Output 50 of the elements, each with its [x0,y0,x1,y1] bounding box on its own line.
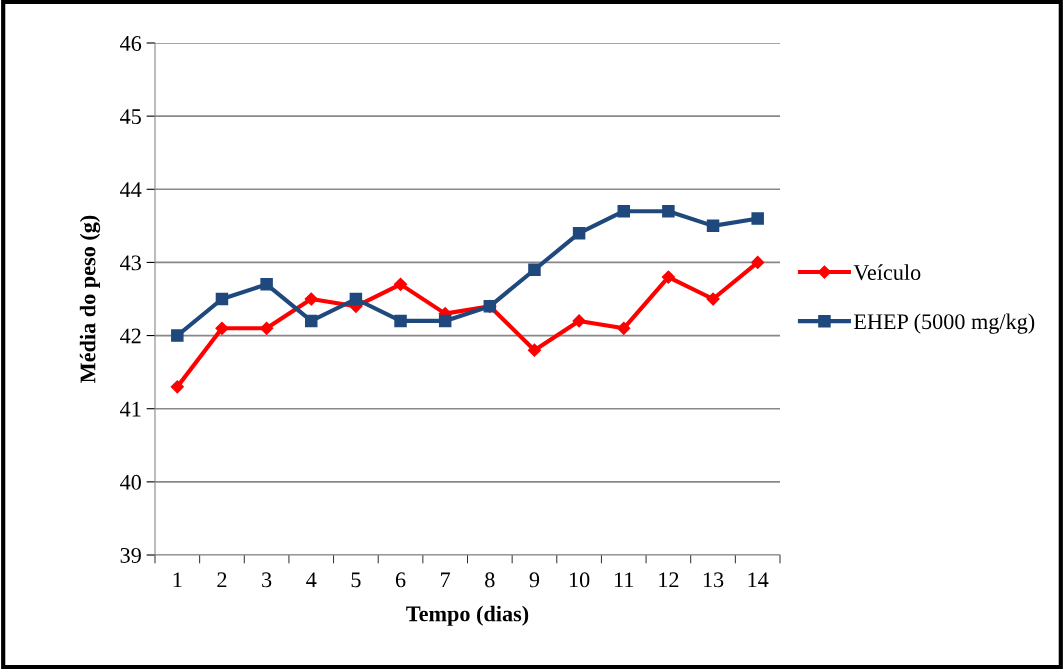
point [706,292,720,306]
x-tick-label: 14 [748,572,769,588]
point [528,263,541,276]
x-tick-label: 2 [217,572,227,588]
point [260,321,274,335]
point [215,292,229,306]
point [304,292,318,306]
y-tick-label: 43 [120,255,141,271]
point [706,219,720,233]
point [349,292,363,306]
point [661,270,675,284]
y-tick-label: 39 [120,547,141,563]
x-tick-label: 11 [615,572,634,588]
y-tick-label: 45 [120,109,141,125]
point [751,255,765,270]
point [572,226,586,240]
point [393,277,408,291]
y-tick-label: 42 [120,328,141,344]
legend-label: Veículo [853,264,921,281]
point [617,321,631,335]
point [215,321,229,335]
x-tick-label: 9 [529,572,540,588]
point [617,204,631,218]
x-tick-label: 13 [703,572,724,588]
point [662,204,675,218]
point [527,343,542,357]
point [394,314,407,328]
y-axis-title: Média do peso (g) [79,215,101,383]
point [170,380,184,394]
point [304,314,318,328]
legend-label: EHEP (5000 mg/kg) [853,313,1035,334]
point [260,278,273,291]
x-tick-label: 12 [659,572,679,588]
x-axis-title: Tempo (dias) [406,605,529,626]
point [171,329,184,342]
y-tick-label: 41 [120,401,141,417]
x-tick-label: 1 [173,572,182,588]
x-tick-label: 8 [485,572,495,588]
x-tick-label: 7 [441,572,451,588]
y-tick-label: 40 [120,474,141,490]
x-tick-label: 3 [262,572,272,588]
x-tick-label: 4 [306,572,317,588]
y-tick-label: 46 [120,35,142,51]
point [751,212,764,225]
point [572,314,586,328]
x-tick-label: 10 [569,572,590,588]
x-tick-label: 6 [395,572,406,588]
x-tick-label: 5 [351,572,361,588]
point [438,314,452,328]
y-tick-label: 44 [120,182,142,197]
